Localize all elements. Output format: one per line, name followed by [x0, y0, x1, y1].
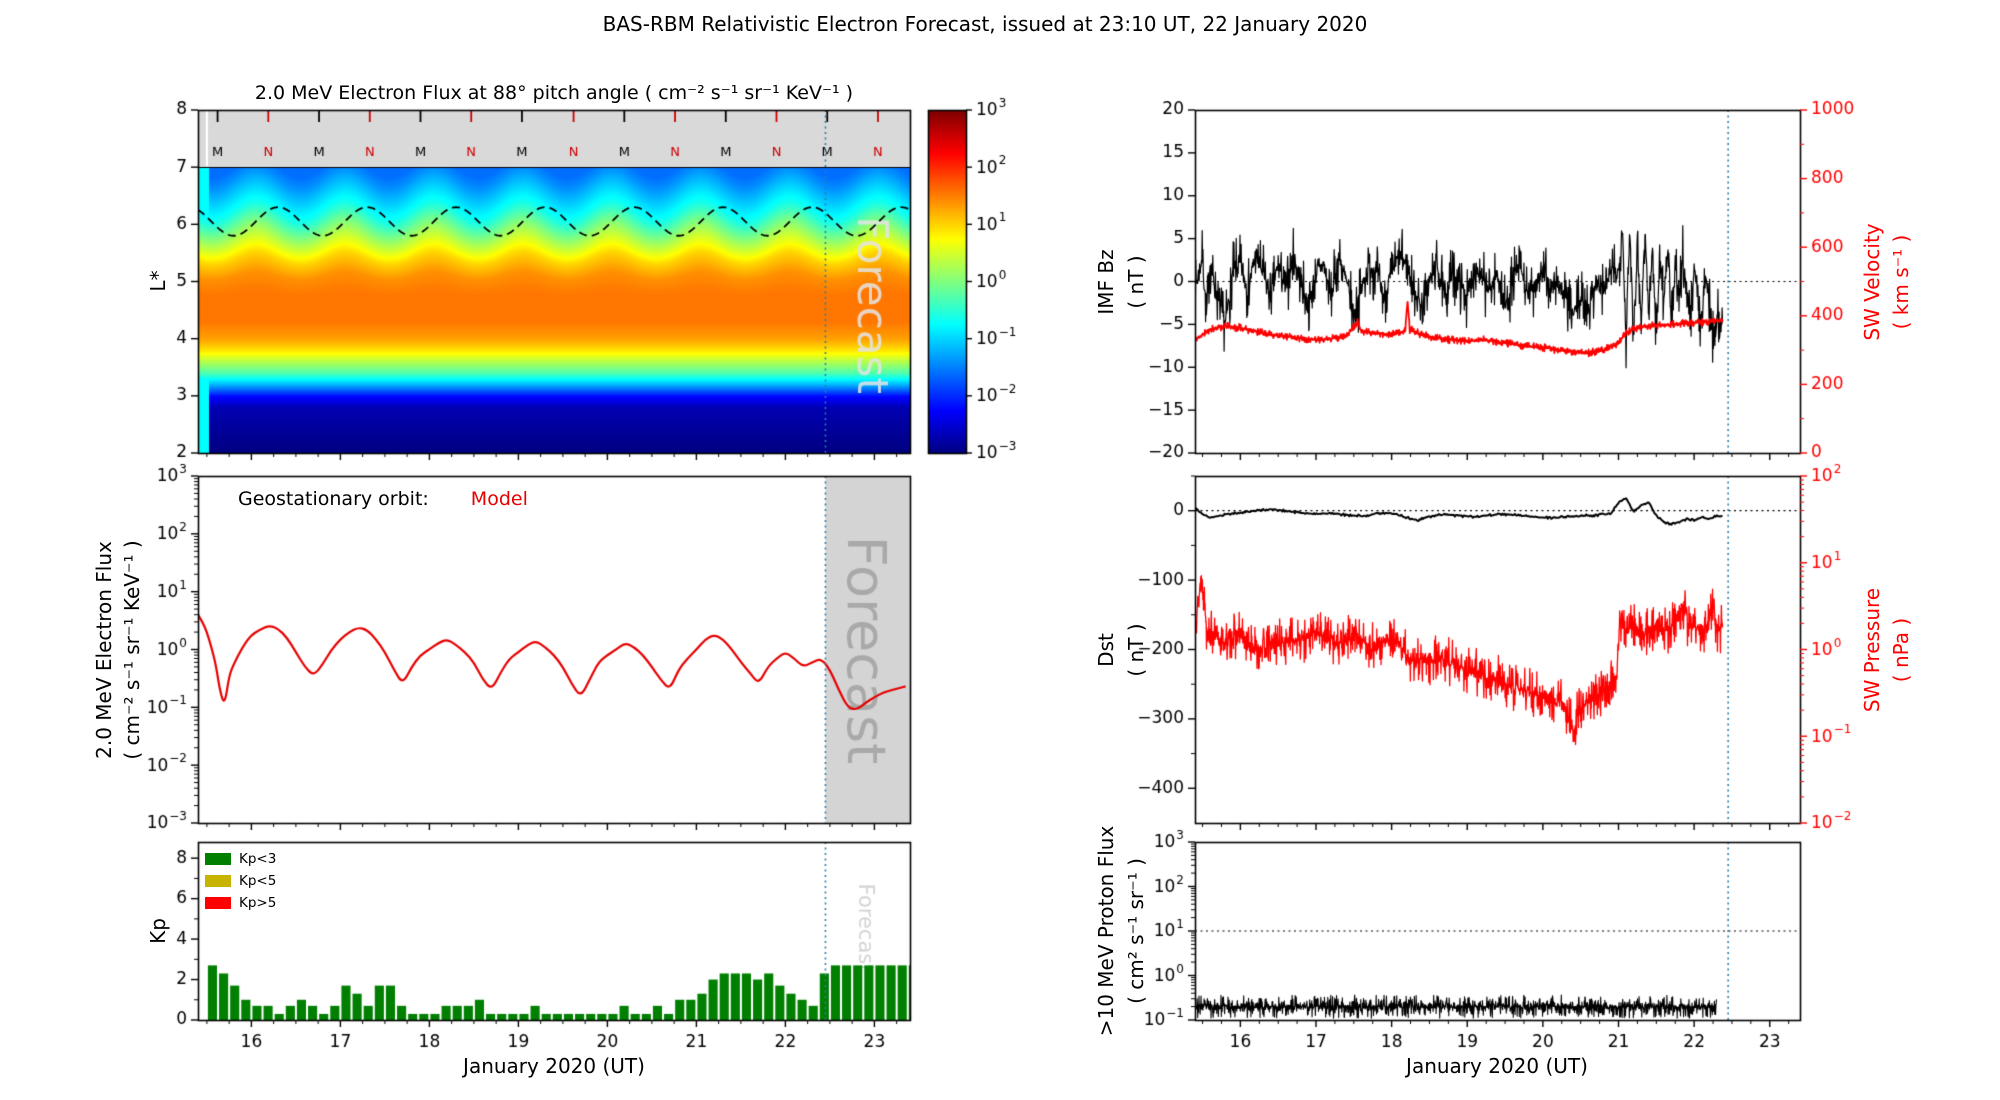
kp-legend-swatch-low — [205, 853, 231, 865]
swp-axis-label-line1: SW Pressure — [1860, 587, 1884, 713]
geo-legend: Geostationary orbit: Model — [238, 488, 528, 510]
kp-legend-label-low: Kp<3 — [239, 851, 277, 867]
spectrogram-title: 2.0 MeV Electron Flux at 88° pitch angle… — [254, 82, 854, 104]
kp-legend-swatch-high — [205, 897, 231, 909]
swv-axis-label-line2: ( km s⁻¹ ) — [1889, 234, 1913, 330]
kp-axis-label: Kp — [146, 918, 170, 944]
kp-legend-row-mid: Kp<5 — [205, 873, 276, 889]
xaxis-label-right: January 2020 (UT) — [1406, 1054, 1588, 1078]
swp-axis-label-line2: ( nPa ) — [1889, 617, 1913, 683]
geo-legend-model-label: Model — [470, 488, 528, 510]
xaxis-label-left: January 2020 (UT) — [463, 1054, 645, 1078]
kp-legend-row-low: Kp<3 — [205, 851, 276, 867]
imf-axis-label-line1: IMF Bz — [1094, 249, 1118, 315]
kp-legend-swatch-mid — [205, 875, 231, 887]
swv-axis-label-line1: SW Velocity — [1860, 223, 1884, 341]
dst-axis-label-line2: ( nT ) — [1124, 623, 1148, 677]
kp-legend-label-high: Kp>5 — [239, 895, 277, 911]
proton-axis-label-line2: ( cm² s⁻¹ sr⁻¹ ) — [1124, 858, 1148, 1004]
geo-legend-prefix: Geostationary orbit: — [238, 488, 429, 510]
lstar-axis-label: L* — [146, 270, 170, 292]
kp-legend: Kp<3 Kp<5 Kp>5 — [205, 851, 276, 911]
flux-axis-label-line2: ( cm⁻² s⁻¹ sr⁻¹ KeV⁻¹ ) — [120, 540, 144, 760]
main-title: BAS-RBM Relativistic Electron Forecast, … — [602, 12, 1368, 36]
kp-legend-row-high: Kp>5 — [205, 895, 276, 911]
kp-legend-label-mid: Kp<5 — [239, 873, 277, 889]
flux-axis-label-line1: 2.0 MeV Electron Flux — [92, 541, 116, 759]
imf-axis-label-line2: ( nT ) — [1124, 255, 1148, 309]
dst-axis-label-line1: Dst — [1094, 633, 1118, 667]
proton-axis-label-line1: >10 MeV Proton Flux — [1094, 825, 1118, 1037]
